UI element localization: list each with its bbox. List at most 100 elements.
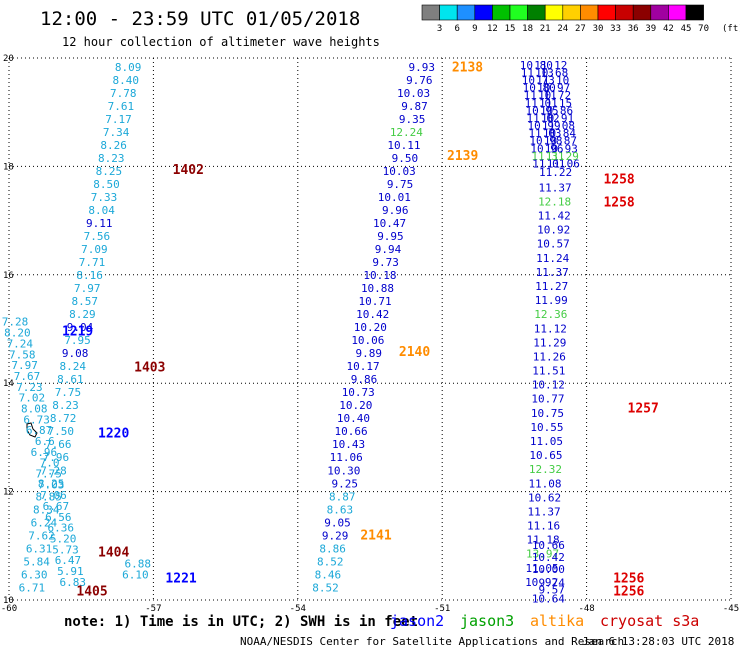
wave-height-value: 8.25	[96, 165, 123, 178]
wave-height-value: 8.85	[35, 490, 62, 503]
satellite-legend-entry: jason3	[460, 612, 514, 630]
wave-height-value: 10.95	[526, 104, 559, 117]
scale-label: 36	[628, 24, 639, 34]
wave-height-value: 9.50	[392, 152, 419, 165]
lon-tick-label: -60	[1, 604, 17, 614]
pass-time-label: 1258	[603, 196, 634, 211]
wave-height-value: 10.57	[537, 238, 570, 251]
wave-height-value: 10.75	[531, 407, 564, 420]
scale-swatch	[421, 4, 440, 21]
wave-height-value: 11.01	[525, 97, 558, 110]
wave-height-value: 8.63	[327, 503, 354, 516]
scale-label: 3	[437, 24, 442, 34]
wave-height-value: 10.72	[538, 89, 571, 102]
wave-height-value: 11.02	[527, 112, 560, 125]
scale-label: 21	[540, 24, 551, 34]
wave-height-value: 7.67	[14, 370, 41, 383]
wave-height-value: 8.25	[38, 477, 65, 490]
wave-height-value: 11.12	[534, 59, 567, 72]
map-title: 12:00 - 23:59 UTC 01/05/2018	[40, 8, 360, 30]
wave-height-value: 10.91	[541, 112, 574, 125]
wave-height-value: 10.80	[523, 82, 556, 95]
scale-swatch	[474, 4, 493, 21]
wave-height-value: 10.66	[334, 425, 367, 438]
pass-time-label: 2139	[447, 149, 478, 164]
wave-height-value: 9.86	[351, 373, 378, 386]
wave-height-value: 8.87	[329, 490, 356, 503]
wave-height-value: 7.17	[105, 113, 132, 126]
wave-height-value: 10.65	[529, 449, 562, 462]
wave-height-value: 10.18	[363, 269, 396, 282]
wave-height-value: 10.20	[339, 399, 372, 412]
wave-height-value: 8.40	[112, 74, 139, 87]
map-subtitle: 12 hour collection of altimeter wave hei…	[62, 35, 380, 49]
lon-tick-label: -45	[723, 604, 739, 614]
pass-time-label: 2140	[399, 345, 430, 360]
wave-height-value: 12.18	[538, 195, 571, 208]
wave-height-value: 9.94	[375, 243, 402, 256]
pass-time-label: 1221	[165, 572, 196, 587]
scale-swatch	[544, 4, 564, 21]
wave-height-value: 11.08	[542, 120, 575, 133]
wave-height-value: 10.62	[528, 491, 561, 504]
pass-time-label: 1256	[613, 572, 644, 587]
wave-height-value: 11.37	[527, 505, 560, 518]
scale-label: 15	[505, 24, 516, 34]
wave-height-value: 10.43	[332, 438, 365, 451]
scale-swatch	[615, 4, 634, 21]
island-outline	[26, 422, 38, 438]
wave-height-value: 11.37	[539, 181, 572, 194]
wave-height-value: 7.66	[45, 438, 72, 451]
wave-height-value: 8.50	[93, 178, 120, 191]
lat-tick-label: 12	[3, 488, 14, 498]
wave-height-value: 10.47	[373, 217, 406, 230]
wave-height-value: 6.24	[31, 516, 58, 529]
satellite-legend-entry: altika	[530, 612, 584, 630]
wave-height-value: 10.03	[383, 165, 416, 178]
wave-height-value: 11.27	[535, 280, 568, 293]
scale-label: 33	[610, 24, 621, 34]
wave-height-value: 5.20	[50, 533, 77, 546]
scale-label: 9	[472, 24, 477, 34]
wave-height-value: 10.96	[530, 142, 563, 155]
pass-time-label: 2141	[360, 528, 391, 543]
pass-time-label: 1258	[603, 173, 634, 188]
wave-height-value: 7.61	[108, 100, 135, 113]
wave-height-value: 10.01	[378, 191, 411, 204]
scale-label: 27	[575, 24, 586, 34]
wave-height-value: 6.31	[26, 542, 53, 555]
wave-height-value: 7.75	[55, 386, 82, 399]
scale-swatch	[456, 4, 476, 21]
pass-time-label: 1257	[628, 401, 659, 416]
wave-height-value: 10.73	[522, 74, 555, 87]
wave-height-value: 9.05	[324, 516, 351, 529]
wave-height-value: 6.56	[45, 511, 72, 524]
wave-height-value: 10.06	[351, 334, 384, 347]
wave-height-value: 10.93	[545, 142, 578, 155]
scale-unit: (ft)	[722, 24, 740, 34]
wave-height-value: 8.16	[76, 269, 103, 282]
wave-height-value: 7.75	[35, 468, 62, 481]
scale-label: 30	[593, 24, 604, 34]
wave-height-value: 11.05	[530, 435, 563, 448]
wave-height-value: 11.29	[533, 336, 566, 349]
footer-note: note: 1) Time is in UTC; 2) SWH is in fe…	[64, 614, 418, 630]
wave-height-value: 10.55	[530, 421, 563, 434]
scale-label: 12	[487, 24, 498, 34]
wave-height-value: 10.20	[354, 321, 387, 334]
wave-height-value: 11.11	[524, 89, 557, 102]
wave-height-value: 7.09	[81, 243, 108, 256]
wave-height-value: 7.0	[40, 457, 60, 470]
wave-height-value: 10.12	[532, 379, 565, 392]
wave-height-value: 10.84	[543, 127, 576, 140]
wave-height-value: 9.93	[408, 61, 435, 74]
wave-height-value: 10.00	[532, 563, 565, 576]
scale-label: 39	[645, 24, 656, 34]
wave-height-value: 9.89	[356, 347, 383, 360]
wave-height-value: 6.67	[43, 500, 70, 513]
lat-lon-grid	[8, 57, 732, 601]
wave-height-value: 9.76	[406, 74, 433, 87]
wave-height-value: 5.73	[52, 543, 79, 556]
wave-height-value: 9.35	[399, 113, 426, 126]
wave-height-value: 10.71	[359, 295, 392, 308]
